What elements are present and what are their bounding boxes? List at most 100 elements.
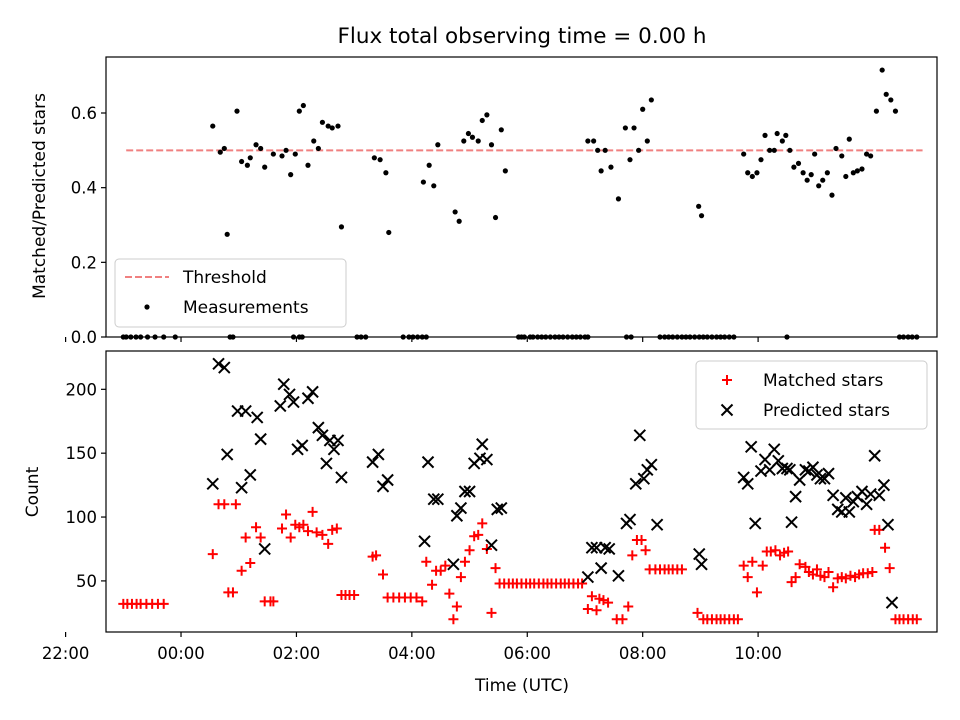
data-point (285, 532, 296, 543)
data-point (363, 334, 369, 340)
data-point (862, 568, 873, 579)
data-point (790, 572, 801, 583)
data-point (327, 443, 341, 456)
y-tick-label: 150 (66, 444, 98, 463)
data-point (742, 572, 753, 583)
data-point (212, 357, 225, 370)
data-point (741, 477, 754, 491)
data-point (867, 566, 878, 577)
x-tick-label: 02:00 (273, 644, 321, 663)
data-point (845, 570, 856, 581)
data-point (239, 158, 245, 165)
data-point (317, 529, 328, 540)
data-point (217, 149, 223, 155)
data-point (306, 385, 319, 399)
data-point (230, 334, 236, 340)
data-point (896, 334, 903, 340)
data-point (464, 545, 475, 556)
data-point (640, 545, 651, 556)
data-point (770, 545, 781, 556)
data-point (771, 147, 777, 153)
data-point (358, 334, 364, 340)
data-point (843, 505, 856, 519)
data-point (731, 334, 737, 340)
data-point (602, 147, 608, 153)
data-point (794, 559, 805, 570)
count-panel: 50 100 150 200 22:00 00:00 02:00 04:00 06:00 08:0… (42, 350, 938, 663)
legend-box (695, 360, 928, 430)
data-point (262, 164, 268, 170)
y-tick-label: 0.4 (71, 179, 97, 198)
data-point (622, 125, 628, 131)
data-point (486, 607, 497, 618)
data-point (687, 334, 693, 340)
data-point (591, 138, 597, 144)
data-point (812, 151, 818, 157)
series-matched-stars (118, 499, 922, 625)
data-point (325, 123, 331, 129)
data-point (447, 558, 460, 571)
data-point (751, 587, 762, 598)
data-point (258, 542, 271, 556)
data-point (444, 588, 455, 599)
data-point (615, 196, 622, 202)
data-point (826, 489, 840, 502)
data-point (427, 492, 440, 506)
data-point (612, 569, 625, 583)
data-point (161, 334, 167, 340)
data-point (693, 547, 706, 561)
data-point (421, 556, 432, 567)
data-point (299, 334, 305, 340)
data-point (884, 563, 895, 574)
data-point (744, 440, 758, 454)
data-point (608, 164, 614, 170)
data-point (420, 179, 426, 185)
data-point (877, 478, 891, 492)
data-point (854, 168, 860, 174)
data-point (860, 498, 873, 511)
data-point (637, 472, 651, 485)
data-point (648, 97, 654, 103)
data-point (692, 607, 703, 618)
data-point (240, 532, 251, 543)
data-point (227, 587, 238, 598)
data-point (298, 519, 309, 530)
data-point (300, 102, 306, 109)
data-point (128, 334, 134, 340)
data-point (230, 499, 241, 510)
data-point (873, 108, 880, 114)
x-tick-label: 04:00 (388, 644, 436, 663)
x-tick-label: 22:00 (42, 644, 90, 663)
data-point (823, 566, 834, 577)
data-point (448, 614, 459, 625)
data-point (235, 481, 248, 494)
x-tick-label: 10:00 (734, 644, 782, 663)
data-point (623, 601, 634, 612)
data-point (662, 334, 668, 340)
data-point (722, 334, 728, 340)
data-point (623, 334, 630, 340)
data-point (843, 173, 849, 180)
data-point (603, 542, 616, 556)
data-point (459, 556, 470, 567)
data-point (700, 334, 706, 340)
data-point (900, 334, 907, 340)
data-point (645, 458, 658, 471)
data-point (543, 334, 549, 340)
data-point (881, 518, 895, 531)
data-point (311, 527, 322, 538)
data-point (800, 561, 811, 572)
data-point (253, 142, 259, 148)
data-point (302, 526, 313, 537)
bottom-y-axis-label: Count (23, 466, 43, 517)
data-point (450, 509, 464, 522)
data-point (320, 457, 333, 470)
data-point (386, 229, 392, 236)
data-point (784, 334, 790, 340)
data-point (251, 522, 262, 533)
data-point (698, 213, 705, 219)
data-point (573, 334, 579, 340)
data-point (377, 157, 383, 163)
top-legend: Threshold Measurements (114, 258, 347, 328)
data-point (417, 596, 428, 607)
